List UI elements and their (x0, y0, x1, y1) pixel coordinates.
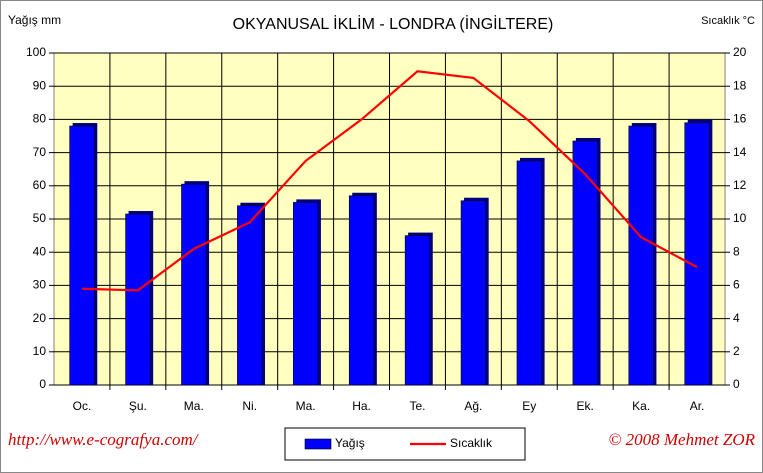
y-tick-label: 80 (33, 112, 47, 126)
y-tick-label: 30 (33, 278, 47, 292)
x-tick-label: Ma. (296, 399, 316, 413)
legend-label: Sıcaklık (450, 436, 493, 450)
y-tick-label: 40 (33, 244, 47, 258)
y-tick-label: 20 (33, 311, 47, 325)
y2-tick-label: 2 (733, 344, 740, 358)
annotation: © 2008 Mehmet ZOR (608, 430, 755, 449)
bar (69, 125, 95, 386)
y-tick-label: 70 (33, 145, 47, 159)
y-axis-label: Yağış mm (8, 13, 61, 27)
y-tick-label: 50 (33, 211, 47, 225)
x-tick-label: Ni. (242, 399, 257, 413)
bar (237, 205, 263, 386)
y2-tick-label: 12 (733, 178, 747, 192)
x-tick-label: Ey (522, 399, 536, 413)
y2-tick-label: 18 (733, 78, 747, 92)
y2-tick-label: 10 (733, 211, 747, 225)
x-tick-label: Oc. (73, 399, 92, 413)
bar (628, 125, 654, 386)
x-tick-label: Ka. (632, 399, 650, 413)
y-tick-label: 60 (33, 178, 47, 192)
bar (125, 213, 151, 386)
x-tick-label: Ma. (184, 399, 204, 413)
x-tick-label: Ar. (690, 399, 705, 413)
bar (404, 235, 431, 386)
y2-tick-label: 4 (733, 311, 740, 325)
y2-tick-label: 8 (733, 244, 740, 258)
y-tick-label: 0 (39, 377, 46, 391)
legend-label: Yağış (335, 436, 365, 450)
x-tick-label: Ek. (577, 399, 594, 413)
bar (516, 160, 542, 386)
x-tick-label: Ha. (352, 399, 371, 413)
x-tick-label: Şu. (129, 399, 147, 413)
bar (684, 122, 710, 386)
y2-axis-label: Sıcaklık °C (701, 15, 755, 27)
x-tick-label: Te. (409, 399, 425, 413)
bar (348, 195, 375, 386)
legend-swatch (304, 438, 332, 450)
y2-tick-label: 14 (733, 145, 747, 159)
y-tick-label: 100 (26, 45, 46, 59)
y2-tick-label: 6 (733, 278, 740, 292)
y-tick-label: 90 (33, 78, 47, 92)
line (81, 70, 698, 292)
y2-tick-label: 0 (733, 377, 740, 391)
chart-title: OKYANUSAL İKLİM - LONDRA (İNGİLTERE) (233, 14, 554, 33)
y-tick-label: 10 (33, 344, 47, 358)
y2-tick-label: 16 (733, 112, 747, 126)
bar (293, 202, 319, 386)
bar (572, 140, 598, 386)
annotation: http://www.e-cografya.com/ (8, 430, 200, 449)
bar (460, 200, 486, 386)
x-tick-label: Ağ. (464, 399, 482, 413)
y2-tick-label: 20 (733, 45, 747, 59)
bar (181, 183, 207, 386)
